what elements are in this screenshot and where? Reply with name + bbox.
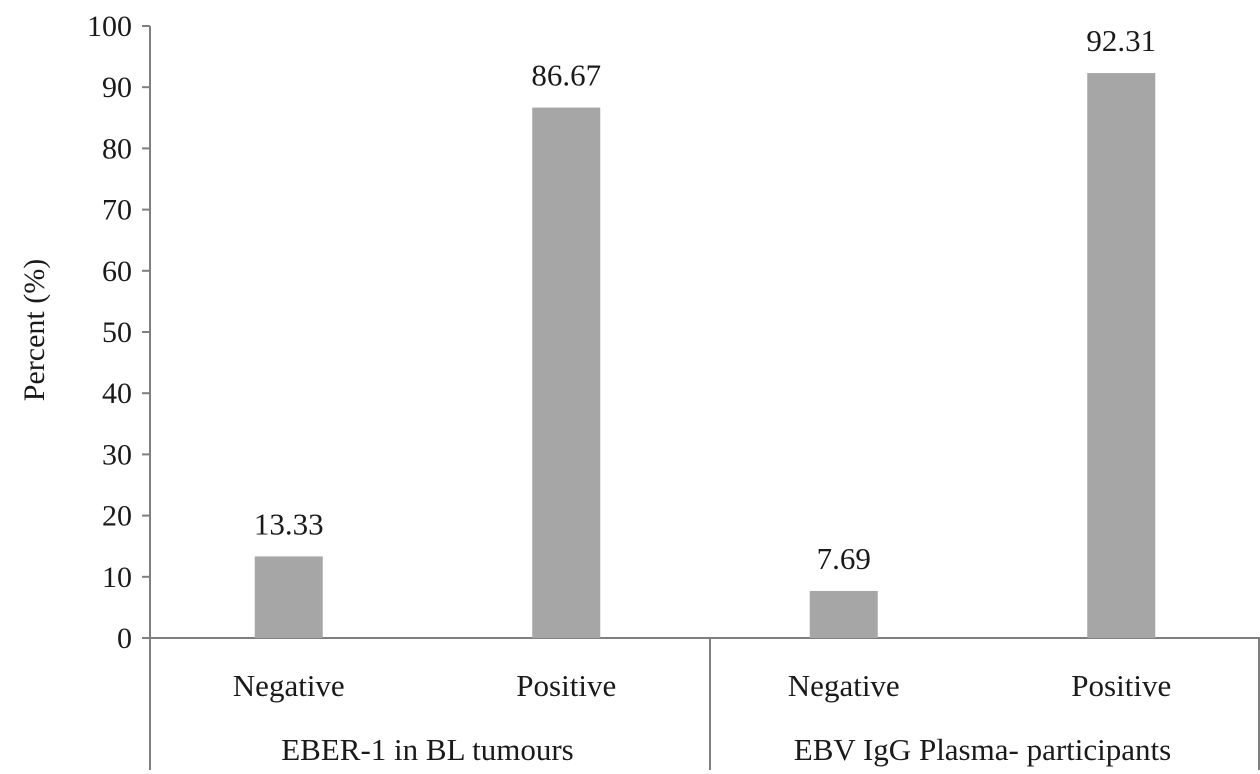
group-label: EBV IgG Plasma- participants	[794, 732, 1171, 767]
y-axis-ticks: 0 10 20 30 40 50 60 70 80 90 100	[87, 10, 150, 655]
y-tick-label: 90	[102, 71, 132, 104]
bar	[1087, 73, 1156, 638]
data-label: 92.31	[1086, 23, 1156, 58]
category-label: Negative	[233, 668, 345, 703]
bar	[254, 556, 323, 638]
data-label: 7.69	[817, 541, 871, 576]
bar	[809, 590, 878, 638]
group-label: EBER-1 in BL tumours	[281, 732, 574, 767]
y-tick-label: 50	[102, 316, 132, 349]
category-label: Positive	[1071, 668, 1171, 703]
y-tick-label: 30	[102, 438, 132, 471]
category-label: Positive	[516, 668, 616, 703]
category-label: Negative	[788, 668, 900, 703]
y-tick-label: 20	[102, 500, 132, 533]
y-tick-label: 80	[102, 132, 132, 165]
y-axis-title: Percent (%)	[18, 259, 51, 401]
y-tick-label: 70	[102, 194, 132, 227]
data-label: 86.67	[531, 58, 601, 93]
bars: 13.33 86.67 7.69 92.31	[254, 23, 1156, 639]
x-axis-labels: Negative Positive EBER-1 in BL tumours Nega…	[233, 668, 1171, 767]
y-tick-label: 40	[102, 377, 132, 410]
y-tick-label: 0	[117, 622, 132, 655]
bar	[532, 107, 601, 639]
y-tick-label: 100	[87, 10, 132, 43]
y-tick-label: 10	[102, 561, 132, 594]
data-label: 13.33	[254, 506, 324, 541]
y-tick-label: 60	[102, 255, 132, 288]
